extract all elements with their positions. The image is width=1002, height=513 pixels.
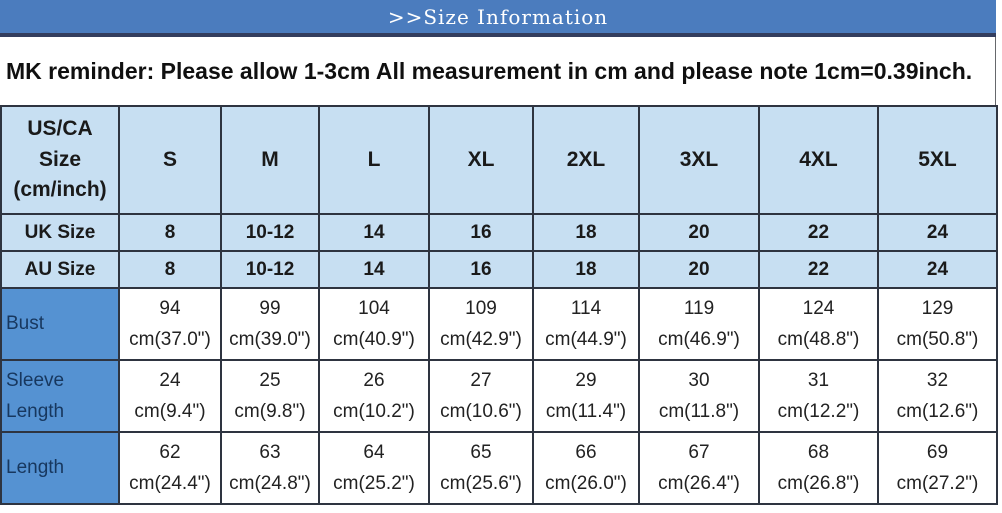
uk-size-value: 24 (877, 213, 998, 252)
sleeve-length-label: Sleeve Length (0, 359, 120, 433)
bust-value: 129 cm(50.8") (877, 287, 998, 361)
banner: >>Size Information (0, 0, 996, 33)
bust-value: 99 cm(39.0") (220, 287, 320, 361)
au-size-value: 24 (877, 250, 998, 289)
header-size-4xl: 4XL (758, 105, 879, 215)
au-size-value: 14 (318, 250, 430, 289)
banner-underline (0, 33, 996, 37)
au-size-value: 8 (118, 250, 222, 289)
uk-size-value: 20 (638, 213, 760, 252)
header-size-xl: XL (428, 105, 534, 215)
bust-row: Bust 94 cm(37.0") 99 cm(39.0") 104 cm(40.9"… (0, 287, 998, 361)
sleeve-value: 31 cm(12.2") (758, 359, 879, 433)
corner-line-2: Size (38, 147, 82, 171)
header-size-5xl: 5XL (877, 105, 998, 215)
sleeve-value: 25 cm(9.8") (220, 359, 320, 433)
bust-value: 119 cm(46.9") (638, 287, 760, 361)
header-corner-cell: US/CA Size (cm/inch) (0, 105, 120, 215)
corner-line-1: US/CA (27, 117, 93, 141)
length-value: 65 cm(25.6") (428, 431, 534, 505)
length-value: 62 cm(24.4") (118, 431, 222, 505)
bust-label: Bust (0, 287, 120, 361)
au-size-value: 16 (428, 250, 534, 289)
au-size-row: AU Size 8 10-12 14 16 18 20 22 24 (0, 250, 998, 289)
length-value: 68 cm(26.8") (758, 431, 879, 505)
au-size-label: AU Size (0, 250, 120, 289)
uk-size-value: 18 (532, 213, 640, 252)
uk-size-value: 22 (758, 213, 879, 252)
header-size-3xl: 3XL (638, 105, 760, 215)
sleeve-length-row: Sleeve Length 24 cm(9.4") 25 cm(9.8") 26 cm… (0, 359, 998, 433)
bust-value: 104 cm(40.9") (318, 287, 430, 361)
header-size-2xl: 2XL (532, 105, 640, 215)
au-size-value: 18 (532, 250, 640, 289)
corner-line-3: (cm/inch) (13, 178, 107, 202)
sleeve-value: 27 cm(10.6") (428, 359, 534, 433)
bust-value: 124 cm(48.8") (758, 287, 879, 361)
length-label: Length (0, 431, 120, 505)
uk-size-value: 14 (318, 213, 430, 252)
header-size-s: S (118, 105, 222, 215)
header-size-l: L (318, 105, 430, 215)
length-value: 67 cm(26.4") (638, 431, 760, 505)
sleeve-value: 24 cm(9.4") (118, 359, 222, 433)
length-row: Length 62 cm(24.4") 63 cm(24.8") 64 cm(25.2… (0, 431, 998, 505)
sleeve-value: 29 cm(11.4") (532, 359, 640, 433)
uk-size-value: 8 (118, 213, 222, 252)
sleeve-value: 32 cm(12.6") (877, 359, 998, 433)
length-value: 69 cm(27.2") (877, 431, 998, 505)
reminder-text: MK reminder: Please allow 1-3cm All meas… (0, 37, 996, 105)
bust-value: 114 cm(44.9") (532, 287, 640, 361)
length-value: 64 cm(25.2") (318, 431, 430, 505)
uk-size-value: 16 (428, 213, 534, 252)
uk-size-row: UK Size 8 10-12 14 16 18 20 22 24 (0, 213, 998, 252)
banner-title: >>Size Information (387, 4, 609, 29)
length-value: 66 cm(26.0") (532, 431, 640, 505)
header-row: US/CA Size (cm/inch) S M L XL 2XL 3XL 4X… (0, 105, 998, 215)
header-size-m: M (220, 105, 320, 215)
au-size-value: 20 (638, 250, 760, 289)
uk-size-value: 10-12 (220, 213, 320, 252)
size-table: US/CA Size (cm/inch) S M L XL 2XL 3XL 4X… (0, 105, 998, 505)
sleeve-value: 30 cm(11.8") (638, 359, 760, 433)
au-size-value: 10-12 (220, 250, 320, 289)
sleeve-value: 26 cm(10.2") (318, 359, 430, 433)
uk-size-label: UK Size (0, 213, 120, 252)
au-size-value: 22 (758, 250, 879, 289)
bust-value: 94 cm(37.0") (118, 287, 222, 361)
bust-value: 109 cm(42.9") (428, 287, 534, 361)
length-value: 63 cm(24.8") (220, 431, 320, 505)
